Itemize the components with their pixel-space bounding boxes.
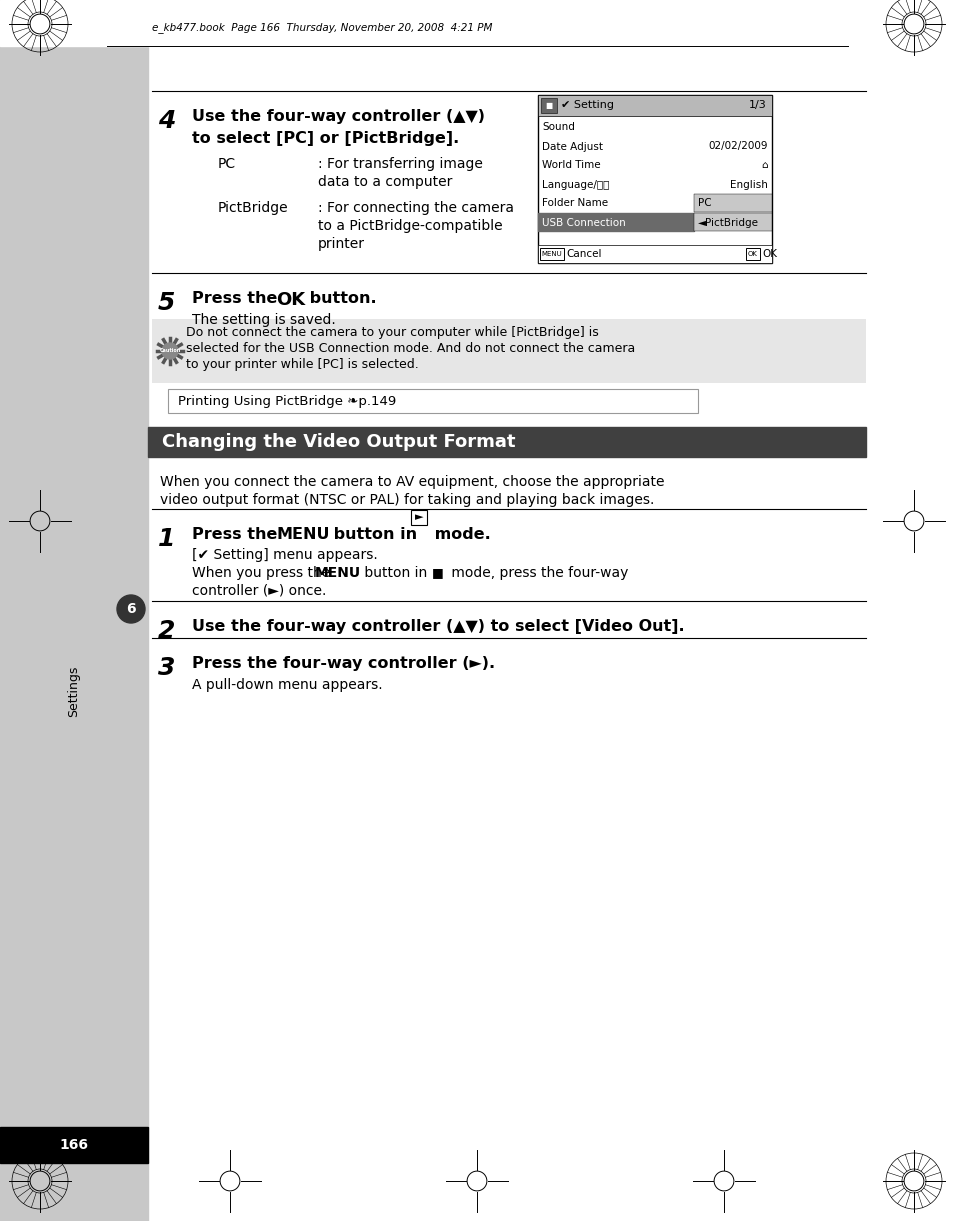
Text: Press the four-way controller (►).: Press the four-way controller (►). — [192, 656, 495, 672]
Text: to select [PC] or [PictBridge].: to select [PC] or [PictBridge]. — [192, 131, 458, 147]
Text: PC: PC — [698, 199, 711, 209]
Text: Language/言語: Language/言語 — [541, 179, 609, 189]
Bar — [411, 510, 427, 525]
Text: PictBridge: PictBridge — [218, 201, 289, 215]
Bar — [537, 212, 693, 231]
Text: ►: ► — [415, 513, 423, 523]
Bar — [540, 98, 557, 114]
Text: 4: 4 — [158, 109, 175, 133]
Text: OK: OK — [761, 249, 776, 259]
Text: mode, press the four-way: mode, press the four-way — [447, 567, 628, 580]
Text: English: English — [729, 179, 767, 189]
Text: Changing the Video Output Format: Changing the Video Output Format — [162, 433, 515, 451]
Text: button in: button in — [359, 567, 431, 580]
Text: Use the four-way controller (▲▼): Use the four-way controller (▲▼) — [192, 109, 484, 125]
Text: ■: ■ — [545, 101, 552, 110]
Text: 1: 1 — [158, 527, 175, 551]
Text: The setting is saved.: The setting is saved. — [192, 313, 335, 327]
Bar — [0, 1127, 148, 1162]
Bar — [0, 0, 148, 1221]
Text: USB Connection: USB Connection — [541, 217, 625, 227]
Text: Press the: Press the — [192, 291, 283, 306]
Bar — [152, 319, 865, 383]
Text: ✔ Setting: ✔ Setting — [560, 100, 614, 110]
Bar — [148, 427, 865, 457]
Text: OK: OK — [747, 252, 757, 256]
Circle shape — [162, 343, 178, 359]
Text: Printing Using PictBridge ❧p.149: Printing Using PictBridge ❧p.149 — [178, 394, 395, 408]
Text: mode.: mode. — [429, 527, 490, 542]
Text: [✔ Setting] menu appears.: [✔ Setting] menu appears. — [192, 548, 377, 562]
Text: controller (►) once.: controller (►) once. — [192, 584, 326, 598]
Text: 3: 3 — [158, 656, 175, 680]
Text: to your printer while [PC] is selected.: to your printer while [PC] is selected. — [186, 358, 418, 371]
Text: ■: ■ — [432, 567, 443, 579]
Text: video output format (NTSC or PAL) for taking and playing back images.: video output format (NTSC or PAL) for ta… — [160, 493, 654, 507]
Text: Sound: Sound — [541, 122, 575, 133]
Text: button in: button in — [328, 527, 422, 542]
Text: A pull-down menu appears.: A pull-down menu appears. — [192, 678, 382, 692]
Bar — [693, 212, 771, 231]
Bar — [537, 245, 771, 263]
Circle shape — [117, 595, 145, 623]
Text: 6: 6 — [126, 602, 135, 617]
Bar — [168, 389, 698, 413]
Text: Cancel: Cancel — [565, 249, 601, 259]
Text: PC: PC — [218, 158, 236, 171]
Text: to a PictBridge-compatible: to a PictBridge-compatible — [317, 219, 502, 233]
Text: Do not connect the camera to your computer while [PictBridge] is: Do not connect the camera to your comput… — [186, 326, 598, 339]
Bar — [745, 248, 760, 260]
Text: 2: 2 — [158, 619, 175, 643]
Text: : For connecting the camera: : For connecting the camera — [317, 201, 514, 215]
Text: e_kb477.book  Page 166  Thursday, November 20, 2008  4:21 PM: e_kb477.book Page 166 Thursday, November… — [152, 22, 492, 33]
Bar — [537, 95, 771, 263]
Text: Settings: Settings — [68, 665, 80, 717]
Text: MENU: MENU — [276, 527, 330, 542]
Text: Press the: Press the — [192, 527, 283, 542]
Text: Caution: Caution — [159, 348, 180, 353]
Text: ◄PictBridge: ◄PictBridge — [698, 217, 759, 227]
Bar — [0, 0, 953, 46]
Text: printer: printer — [317, 237, 365, 252]
Text: 02/02/2009: 02/02/2009 — [708, 142, 767, 151]
Text: MENU: MENU — [541, 252, 561, 256]
Bar — [537, 95, 771, 116]
Bar — [539, 248, 563, 260]
Text: button.: button. — [304, 291, 376, 306]
Text: MENU: MENU — [314, 567, 361, 580]
Text: OK: OK — [275, 291, 305, 309]
Text: 166: 166 — [59, 1138, 89, 1151]
Text: Folder Name: Folder Name — [541, 199, 607, 209]
Bar — [693, 194, 771, 212]
Text: Date Adjust: Date Adjust — [541, 142, 602, 151]
Text: selected for the USB Connection mode. And do not connect the camera: selected for the USB Connection mode. An… — [186, 342, 635, 355]
Text: World Time: World Time — [541, 160, 600, 171]
Text: data to a computer: data to a computer — [317, 175, 452, 189]
Text: When you connect the camera to AV equipment, choose the appropriate: When you connect the camera to AV equipm… — [160, 475, 664, 488]
Text: 1/3: 1/3 — [748, 100, 766, 110]
Text: ⌂: ⌂ — [760, 160, 767, 171]
Text: Use the four-way controller (▲▼) to select [Video Out].: Use the four-way controller (▲▼) to sele… — [192, 619, 684, 634]
Text: 5: 5 — [158, 291, 175, 315]
Text: When you press the: When you press the — [192, 567, 335, 580]
Text: : For transferring image: : For transferring image — [317, 158, 482, 171]
